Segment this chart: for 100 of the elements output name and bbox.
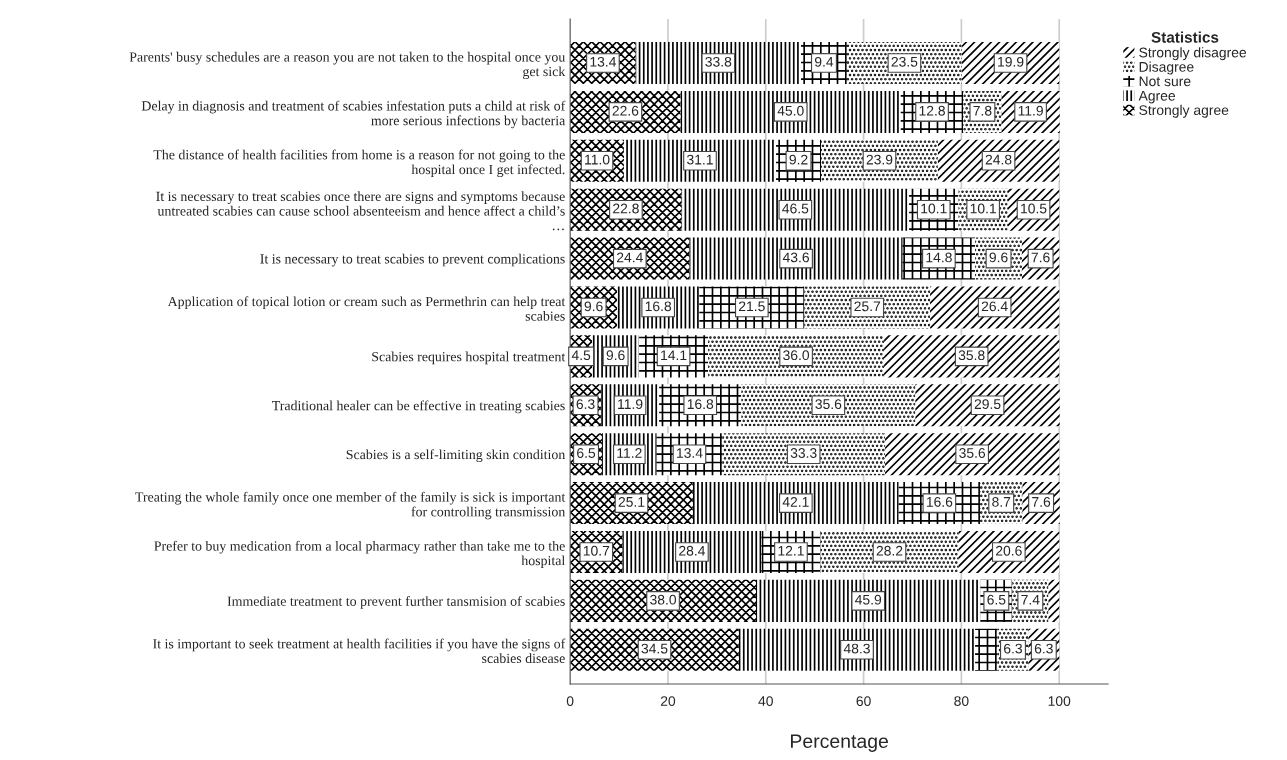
data-label: 16.8 <box>687 399 714 410</box>
data-label: 19.9 <box>998 56 1024 67</box>
data-label: 10.5 <box>1021 203 1047 214</box>
legend-label: Agree <box>1138 90 1176 104</box>
x-tick-label: 40 <box>758 696 773 707</box>
data-label: 13.4 <box>677 448 703 458</box>
data-label: 11.0 <box>585 154 610 165</box>
legend-title: Statistics <box>1151 31 1219 43</box>
data-label: 9.6 <box>584 301 603 312</box>
data-label: 21.5 <box>739 301 765 312</box>
data-label: 7.6 <box>1032 496 1051 507</box>
y-tick-label: Immediate treatment to prevent further tansmision of scabies <box>227 595 565 609</box>
bar <box>681 188 910 231</box>
data-label: 10.1 <box>970 203 996 214</box>
data-label: 38.0 <box>650 594 677 605</box>
data-label: 11.2 <box>617 448 642 458</box>
legend-label: Strongly agree <box>1139 104 1229 118</box>
y-tick-label: It is necessary to treat scabies once there are signs and symptoms because untreated scabies can cause school absenteeism and hence affect a child’s … <box>156 191 565 231</box>
y-tick-label: Delay in diagnosis and treatment of scabies infestation puts a child at risk of more serious infections by bacteria <box>141 100 566 129</box>
data-label: 14.1 <box>661 350 687 360</box>
x-tick-label: 20 <box>660 696 676 707</box>
y-tick-label: Application of topical lotion or cream such as Permethrin can help treat scabies <box>167 296 566 321</box>
data-label: 29.5 <box>974 399 1001 410</box>
data-label: 9.4 <box>814 56 834 67</box>
y-tick-label: Treating the whole family once one member of the family is sick is important for controlling transmission <box>135 491 566 520</box>
data-label: 13.4 <box>590 56 617 67</box>
data-label: 22.6 <box>612 105 639 116</box>
data-label: 12.1 <box>778 545 804 556</box>
bar <box>692 482 899 525</box>
bar <box>1048 579 1060 622</box>
y-tick-label: The distance of health facilities from home is a reason for not going to the hospital once I get infected. <box>153 149 565 178</box>
data-label: 20.6 <box>996 545 1022 556</box>
data-label: 6.5 <box>987 594 1006 605</box>
data-label: 23.5 <box>891 56 918 67</box>
bar <box>885 433 1060 476</box>
bar <box>738 628 976 671</box>
legend-label: Disagree <box>1139 61 1194 75</box>
data-label: 31.1 <box>687 154 713 165</box>
data-label: 28.4 <box>679 545 706 556</box>
bar <box>708 335 885 378</box>
data-label: 46.5 <box>782 203 809 214</box>
data-label: 25.1 <box>618 496 645 507</box>
y-tick-label: It is necessary to treat scabies to prevent complications <box>260 253 565 267</box>
bar <box>884 335 1060 378</box>
data-label: 10.1 <box>921 203 947 214</box>
data-label: 35.6 <box>959 448 986 458</box>
y-tick-label: Prefer to buy medication from a local pharmacy rather than take me to the hospital <box>154 540 565 569</box>
x-tick-label: 80 <box>954 696 969 707</box>
x-axis-title: Percentage <box>791 734 888 752</box>
bar <box>623 139 777 182</box>
data-label: 6.5 <box>577 448 596 458</box>
data-label: 16.8 <box>645 301 672 312</box>
data-label: 42.1 <box>782 496 809 507</box>
y-tick-label: Traditional healer can be effective in treating scabies <box>272 400 565 414</box>
bar <box>741 384 916 427</box>
data-label: 9.6 <box>989 252 1008 263</box>
x-tick-label: 60 <box>856 696 871 707</box>
data-label: 7.8 <box>973 105 992 116</box>
legend-label: Not sure <box>1139 76 1191 87</box>
bar <box>755 579 981 622</box>
data-label: 45.9 <box>855 594 882 605</box>
data-label: 34.5 <box>641 643 668 654</box>
data-label: 35.8 <box>958 350 985 361</box>
bar <box>570 628 739 671</box>
x-tick-label: 0 <box>566 696 574 707</box>
bar <box>570 579 756 622</box>
x-tick-label: 100 <box>1048 696 1071 707</box>
data-label: 11.9 <box>1018 105 1043 116</box>
data-label: 9.2 <box>789 154 808 165</box>
data-label: 33.8 <box>705 56 732 67</box>
data-label: 45.0 <box>777 105 804 116</box>
data-label: 22.8 <box>613 203 639 214</box>
data-label: 26.4 <box>981 301 1008 312</box>
data-label: 33.3 <box>790 448 817 458</box>
data-label: 6.3 <box>576 399 595 410</box>
data-label: 24.4 <box>616 252 643 263</box>
data-label: 10.7 <box>583 545 610 556</box>
data-label: 28.2 <box>876 545 903 556</box>
y-tick-label: Scabies requires hospital treatment <box>372 351 566 365</box>
data-label: 7.4 <box>1021 594 1040 605</box>
data-label: 48.3 <box>843 643 870 654</box>
data-label: 11.9 <box>618 399 643 410</box>
y-tick-label: Parents' busy schedules are a reason you are not taken to the hospital once you get sick <box>129 51 566 80</box>
legend-label: Strongly disagree <box>1139 47 1247 61</box>
y-tick-label: It is important to seek treatment at health facilities if you have the signs of scabies disease <box>153 638 566 664</box>
bar <box>635 41 801 85</box>
data-label: 9.6 <box>606 350 625 361</box>
data-label: 6.3 <box>1034 643 1053 654</box>
data-label: 12.8 <box>919 105 945 116</box>
data-label: 35.6 <box>815 399 842 410</box>
data-label: 14.8 <box>926 252 952 263</box>
data-label: 43.6 <box>782 252 809 263</box>
data-label: 6.3 <box>1004 643 1023 654</box>
data-label: 23.9 <box>866 154 893 165</box>
data-label: 25.7 <box>854 301 881 312</box>
bar <box>722 433 886 476</box>
data-label: 8.7 <box>992 496 1011 507</box>
bar <box>680 90 901 133</box>
data-label: 7.6 <box>1031 252 1050 263</box>
data-label: 16.6 <box>926 496 953 507</box>
